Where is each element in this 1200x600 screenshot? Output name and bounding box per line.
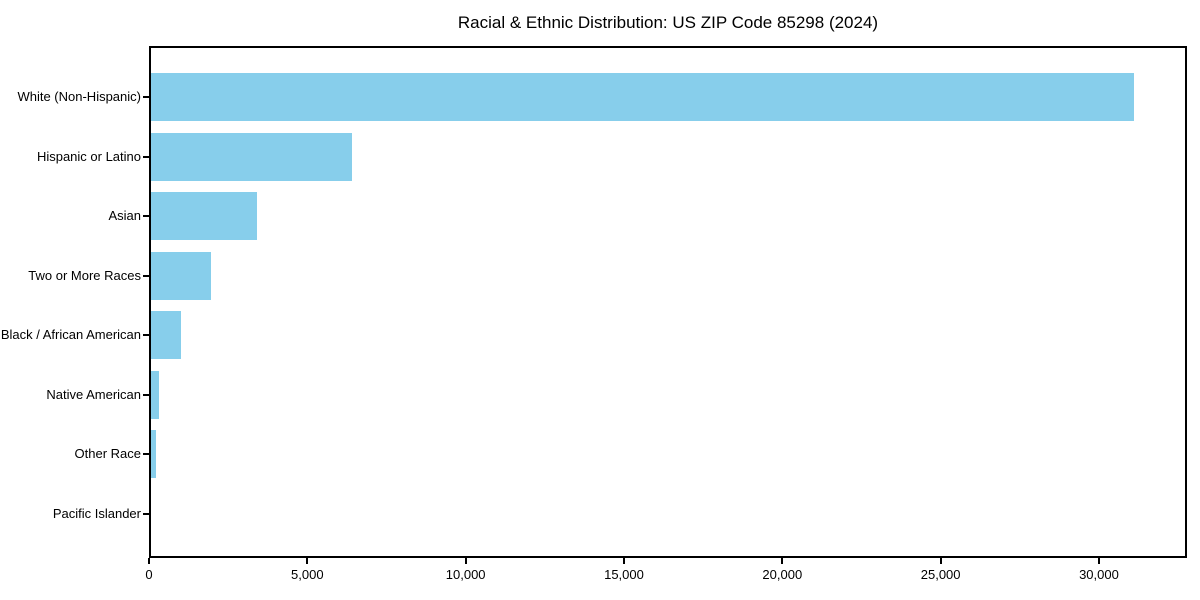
bar: [151, 311, 181, 359]
x-tick-mark: [781, 558, 784, 564]
x-tick-mark: [464, 558, 467, 564]
bar: [151, 430, 156, 478]
bar: [151, 370, 159, 419]
x-tick-mark: [306, 558, 309, 564]
y-tick-mark: [143, 393, 149, 396]
y-tick-mark: [143, 215, 149, 217]
x-axis-tick-label: 25,000: [920, 567, 961, 582]
x-tick-mark: [148, 558, 150, 564]
x-tick-mark: [622, 558, 625, 564]
x-tick-mark: [939, 558, 942, 564]
y-axis-label: White (Non-Hispanic): [17, 89, 141, 104]
bar: [151, 132, 352, 181]
y-axis-label: Asian: [108, 208, 141, 223]
plot-area: [149, 46, 1187, 558]
bar: [151, 73, 1134, 121]
y-axis-label: Hispanic or Latino: [36, 148, 141, 164]
y-tick-mark: [143, 453, 149, 455]
x-axis-tick-label: 30,000: [1079, 567, 1119, 582]
y-axis-label: Other Race: [74, 446, 141, 461]
y-axis-label: Native American: [46, 386, 141, 402]
y-tick-mark: [143, 334, 149, 336]
x-axis-tick-label: 10,000: [445, 567, 486, 582]
y-axis-label: Pacific Islander: [52, 505, 141, 521]
y-axis-label: Black / African American: [0, 327, 141, 342]
bar: [151, 251, 211, 300]
y-tick-mark: [143, 512, 149, 515]
y-axis-label: Two or More Races: [28, 267, 141, 283]
x-tick-mark: [1097, 558, 1100, 564]
x-axis-tick-label: 20,000: [762, 567, 803, 582]
bar: [151, 192, 257, 240]
y-tick-mark: [143, 155, 149, 158]
x-axis-tick-label: 15,000: [604, 567, 644, 582]
chart-title: Racial & Ethnic Distribution: US ZIP Cod…: [457, 13, 879, 32]
y-tick-mark: [143, 274, 149, 277]
y-tick-mark: [143, 96, 149, 98]
x-axis-tick-label: 5,000: [291, 567, 324, 582]
x-axis-tick-label: 0: [145, 567, 153, 582]
